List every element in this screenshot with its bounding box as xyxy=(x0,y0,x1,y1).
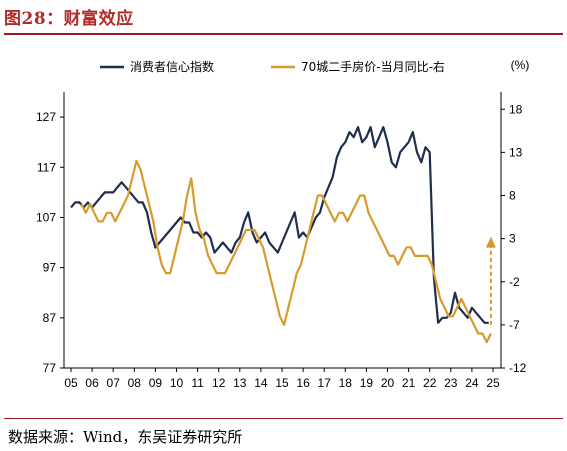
title-rule xyxy=(4,33,563,35)
x-tick-label: 23 xyxy=(444,376,458,390)
x-tick-label: 22 xyxy=(423,376,437,390)
projection-arrow-head xyxy=(485,236,496,248)
x-tick-label: 25 xyxy=(486,376,500,390)
series-line xyxy=(80,159,492,344)
x-tick-label: 21 xyxy=(402,376,416,390)
legend-label: 70城二手房价-当月同比-右 xyxy=(301,59,445,74)
x-tick-label: 10 xyxy=(170,376,184,390)
chart-legend: 消费者信心指数 70城二手房价-当月同比-右 xyxy=(100,59,445,74)
figure-title: 图28：财富效应 xyxy=(4,9,134,29)
series-layer xyxy=(70,125,496,344)
footer-rule xyxy=(4,418,563,419)
x-tick-label: 06 xyxy=(85,376,99,390)
x-tick-label: 12 xyxy=(212,376,226,390)
y-tick-left-label: 117 xyxy=(37,160,56,174)
x-tick-label: 19 xyxy=(360,376,374,390)
source-note: 数据来源：Wind，东吴证券研究所 xyxy=(8,428,243,446)
y-tick-right-label: -12 xyxy=(509,361,527,375)
x-tick-label: 13 xyxy=(233,376,247,390)
y-tick-left-label: 97 xyxy=(43,261,57,275)
x-tick-label: 14 xyxy=(254,376,268,390)
x-tick-label: 11 xyxy=(191,376,204,390)
chart-axes: 77 87 97 107 117 127 -12 -7 -2 3 8 13 18 (%) 05 06 07 08 0… xyxy=(36,58,529,390)
x-tick-label: 20 xyxy=(381,376,395,390)
y-tick-right-label: 18 xyxy=(509,102,523,116)
line-chart: 77 87 97 107 117 127 -12 -7 -2 3 8 13 18 (%) 05 06 07 08 0… xyxy=(36,58,529,390)
y-tick-right-label: 3 xyxy=(509,232,516,246)
x-tick-label: 05 xyxy=(64,376,78,390)
x-tick-label: 15 xyxy=(275,376,289,390)
y-tick-left-label: 87 xyxy=(43,311,57,325)
x-tick-label: 18 xyxy=(339,376,353,390)
legend-label: 消费者信心指数 xyxy=(130,59,214,74)
x-tick-label: 24 xyxy=(465,376,479,390)
y-right-unit-label: (%) xyxy=(511,58,530,72)
series-line xyxy=(70,125,489,324)
x-tick-label: 16 xyxy=(296,376,310,390)
y-tick-right-label: 13 xyxy=(509,145,523,159)
y-tick-left-label: 107 xyxy=(36,210,56,224)
x-tick-label: 09 xyxy=(149,376,163,390)
y-tick-left-label: 77 xyxy=(43,361,57,375)
x-tick-label: 17 xyxy=(318,376,332,390)
x-tick-label: 07 xyxy=(107,376,121,390)
y-tick-right-label: -7 xyxy=(509,318,520,332)
y-tick-right-label: 8 xyxy=(509,189,516,203)
x-tick-label: 08 xyxy=(128,376,142,390)
y-tick-left-label: 127 xyxy=(36,110,56,124)
y-tick-right-label: -2 xyxy=(509,275,520,289)
